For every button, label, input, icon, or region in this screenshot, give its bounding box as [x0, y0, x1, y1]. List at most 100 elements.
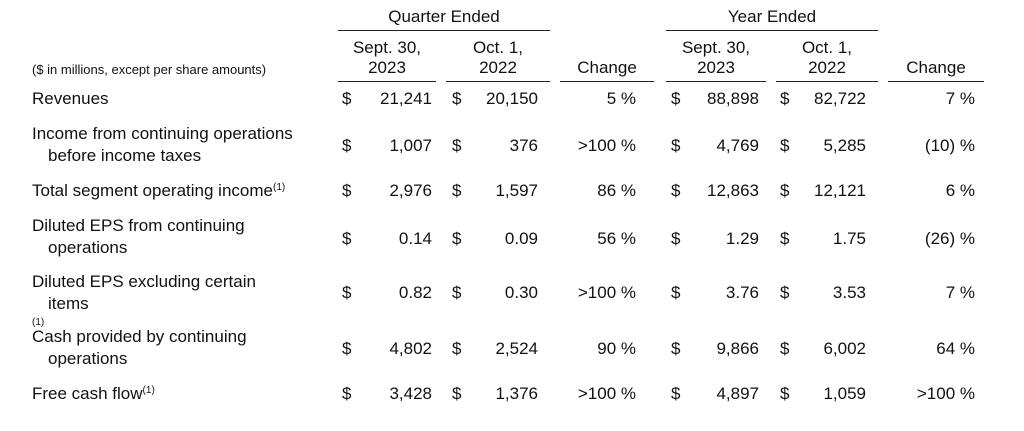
cell-y-prior: 1.75 — [832, 229, 866, 248]
currency-symbol: $ — [780, 136, 790, 155]
col-header-q-change: Change — [577, 58, 637, 77]
cell-y-prior: 6,002 — [823, 339, 866, 358]
cell-q-change: >100 % — [577, 384, 636, 403]
footnote-marker: (1) — [32, 317, 45, 328]
currency-symbol: $ — [342, 283, 352, 302]
row-label-line: items — [48, 294, 89, 313]
cell-y-change: (26) % — [924, 229, 975, 248]
row-label-line: Total segment operating income — [32, 181, 273, 200]
currency-symbol: $ — [452, 181, 462, 200]
cell-y-current: 3.76 — [725, 283, 759, 302]
row-label: Total segment operating income(1) — [32, 180, 285, 202]
currency-symbol: $ — [342, 181, 352, 200]
currency-symbol: $ — [671, 283, 681, 302]
footnote-marker: (1) — [142, 385, 155, 396]
footnote-marker: (1) — [272, 182, 286, 193]
cell-q-prior: 2,524 — [495, 339, 538, 358]
currency-symbol: $ — [452, 339, 462, 358]
row-label: Diluted EPS from continuing operations — [32, 215, 245, 259]
cell-y-change: (10) % — [924, 136, 975, 155]
row-label: Diluted EPS excluding certain items (1) — [32, 271, 256, 337]
cell-y-current: 4,769 — [716, 136, 759, 155]
cell-q-current: 21,241 — [380, 89, 432, 108]
cell-y-current: 1.29 — [725, 229, 759, 248]
col-header-y-current: Sept. 30, 2023 — [666, 38, 766, 78]
cell-q-current: 1,007 — [389, 136, 432, 155]
currency-symbol: $ — [780, 384, 790, 403]
currency-symbol: $ — [342, 136, 352, 155]
col-rule-y-prior — [776, 81, 878, 82]
currency-symbol: $ — [452, 136, 462, 155]
cell-q-change: 5 % — [606, 89, 636, 108]
year-ended-title: Year Ended — [727, 7, 817, 26]
currency-symbol: $ — [342, 229, 352, 248]
currency-symbol: $ — [452, 283, 462, 302]
cell-y-current: 12,863 — [707, 181, 759, 200]
currency-symbol: $ — [780, 283, 790, 302]
row-label: Cash provided by continuing operations — [32, 326, 247, 370]
cell-y-current: 9,866 — [716, 339, 759, 358]
row-label-line: Revenues — [32, 89, 109, 108]
currency-symbol: $ — [671, 229, 681, 248]
currency-symbol: $ — [342, 339, 352, 358]
col-header-y-prior-line1: Oct. 1, — [801, 38, 853, 57]
cell-q-prior: 376 — [509, 136, 538, 155]
cell-q-current: 3,428 — [389, 384, 432, 403]
col-header-q-prior-line2: 2022 — [479, 58, 517, 77]
row-label-line: operations — [48, 349, 128, 368]
currency-symbol: $ — [780, 89, 790, 108]
col-header-y-change: Change — [906, 58, 966, 77]
currency-symbol: $ — [780, 229, 790, 248]
currency-symbol: $ — [780, 181, 790, 200]
cell-q-current: 0.82 — [398, 283, 432, 302]
cell-y-prior: 5,285 — [823, 136, 866, 155]
cell-y-change: 7 % — [945, 89, 975, 108]
currency-symbol: $ — [452, 229, 462, 248]
currency-symbol: $ — [671, 181, 681, 200]
cell-q-current: 0.14 — [398, 229, 432, 248]
col-header-q-current: Sept. 30, 2023 — [338, 38, 436, 78]
currency-symbol: $ — [452, 89, 462, 108]
cell-q-prior: 1,597 — [495, 181, 538, 200]
row-label: Income from continuing operations before … — [32, 123, 293, 167]
cell-y-prior: 82,722 — [814, 89, 866, 108]
cell-q-change: >100 % — [577, 283, 636, 302]
currency-symbol: $ — [452, 384, 462, 403]
cell-q-prior: 0.30 — [504, 283, 538, 302]
quarter-header-rule — [338, 30, 550, 31]
cell-q-prior: 0.09 — [504, 229, 538, 248]
cell-q-current: 2,976 — [389, 181, 432, 200]
cell-y-change: >100 % — [916, 384, 975, 403]
col-rule-q-prior — [446, 81, 550, 82]
cell-y-current: 4,897 — [716, 384, 759, 403]
cell-y-current: 88,898 — [707, 89, 759, 108]
cell-y-prior: 12,121 — [814, 181, 866, 200]
currency-symbol: $ — [671, 89, 681, 108]
row-label-line: before income taxes — [48, 146, 202, 165]
col-header-q-prior: Oct. 1, 2022 — [446, 38, 550, 78]
currency-symbol: $ — [671, 136, 681, 155]
row-label-line: Diluted EPS from continuing — [32, 216, 245, 235]
units-note: ($ in millions, except per share amounts… — [32, 62, 267, 77]
currency-symbol: $ — [780, 339, 790, 358]
cell-q-change: >100 % — [577, 136, 636, 155]
col-header-q-current-line2: 2023 — [368, 58, 406, 77]
col-header-y-prior-line2: 2022 — [808, 58, 846, 77]
row-label-line: Income from continuing operations — [32, 124, 293, 143]
row-label-line: Cash provided by continuing — [32, 327, 247, 346]
currency-symbol: $ — [342, 384, 352, 403]
col-header-q-current-line1: Sept. 30, — [352, 38, 422, 57]
col-header-q-prior-line1: Oct. 1, — [472, 38, 524, 57]
col-rule-y-current — [666, 81, 766, 82]
row-label-line: Free cash flow — [32, 384, 143, 403]
col-header-y-prior: Oct. 1, 2022 — [776, 38, 878, 78]
col-header-y-current-line2: 2023 — [697, 58, 735, 77]
cell-q-change: 86 % — [597, 181, 636, 200]
row-label: Free cash flow(1) — [32, 383, 155, 405]
cell-q-prior: 1,376 — [495, 384, 538, 403]
cell-q-current: 4,802 — [389, 339, 432, 358]
cell-y-prior: 1,059 — [823, 384, 866, 403]
col-header-y-current-line1: Sept. 30, — [681, 38, 751, 57]
col-rule-q-change — [560, 81, 654, 82]
